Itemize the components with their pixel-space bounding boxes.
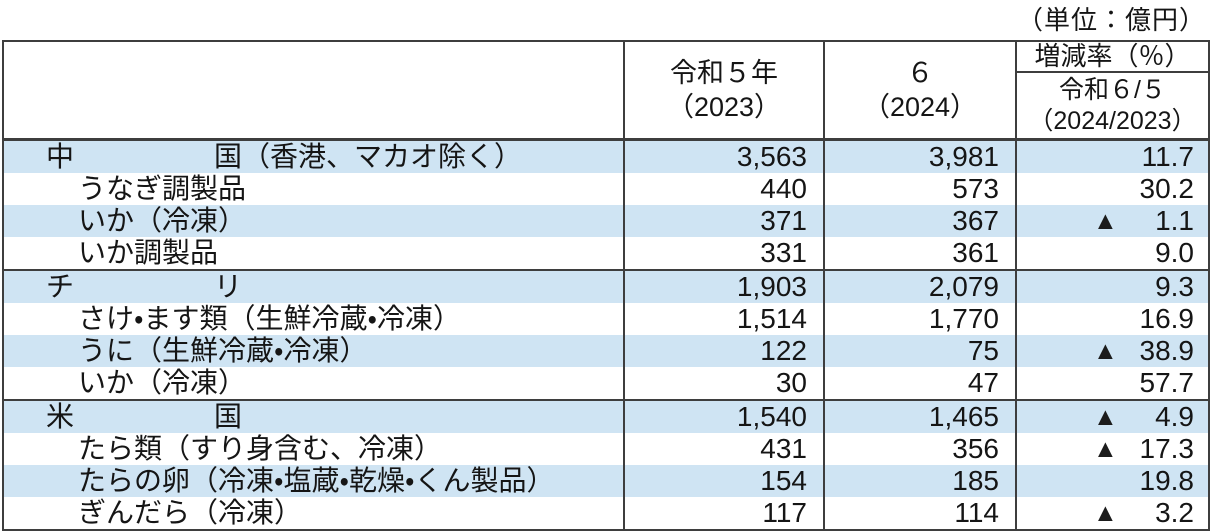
row-item-name: ぎんだら（冷凍） (78, 497, 303, 528)
decrease-triangle-icon: ▲ (1093, 337, 1118, 365)
row-value-2023: 1,514 (623, 303, 824, 335)
table-row: さけ・ます類（生鮮冷蔵・冷凍） 1,514 1,770 ▲ 16.9 (3, 303, 1209, 335)
row-change-rate: ▲ 19.8 (1015, 465, 1209, 497)
header-year-2023-western: （2023） (666, 92, 782, 122)
row-change-rate-value: 11.7 (1141, 141, 1194, 172)
unit-label: （単位：億円） (1016, 5, 1206, 35)
table-row: うに（生鮮冷蔵・冷凍） 122 75 ▲ 38.9 (3, 335, 1209, 367)
header-year-2024: ６ （2024） (823, 41, 1016, 141)
table-header: 令和５年 （2023） ６ （2024） 増減率（％） 令和６/５ （2024/… (3, 41, 1209, 141)
row-change-rate-value: 19.8 (1139, 465, 1195, 496)
decrease-triangle-icon: ▲ (1093, 435, 1118, 463)
header-item-column (3, 41, 624, 141)
table-row: いか（冷凍） 30 47 ▲ 57.7 (3, 367, 1209, 400)
row-value-2024: 114 (823, 497, 1016, 530)
table-row: たら類（すり身含む、冷凍） 431 356 ▲ 17.3 (3, 433, 1209, 465)
row-change-rate-value: 57.7 (1139, 367, 1195, 398)
header-row: 令和５年 （2023） ６ （2024） 増減率（％） 令和６/５ （2024/… (3, 41, 1209, 141)
row-item-name: 米 国 (3, 399, 624, 433)
row-item-name: いか調製品 (78, 237, 219, 268)
header-year-2023: 令和５年 （2023） (623, 41, 824, 141)
table-body: 中 国（香港、マカオ除く） 3,563 3,981 ▲ 11.7 うなぎ調製品 … (3, 139, 1209, 530)
header-year-2023-era: 令和５年 (670, 58, 778, 88)
decrease-triangle-icon: ▲ (1093, 207, 1118, 235)
row-change-rate: ▲ 11.7 (1015, 139, 1209, 173)
row-item-name: たらの卵（冷凍・塩蔵・乾燥・くん製品） (3, 465, 624, 497)
row-change-rate-value: 30.2 (1139, 173, 1195, 204)
row-change-rate-value: 9.3 (1155, 271, 1194, 302)
row-change-rate: ▲ 1.1 (1015, 205, 1209, 237)
row-value-2024: 573 (823, 173, 1016, 205)
row-value-2023: 3,563 (623, 139, 824, 173)
row-change-rate: ▲ 3.2 (1015, 497, 1209, 530)
row-item-name: チ リ (3, 269, 624, 303)
decrease-triangle-icon: ▲ (1093, 499, 1118, 527)
table-row: 米 国 1,540 1,465 ▲ 4.9 (3, 399, 1209, 433)
table-row: いか調製品 331 361 ▲ 9.0 (3, 237, 1209, 270)
row-item-name: 中 国（香港、マカオ除く） (3, 139, 624, 173)
row-value-2023: 371 (623, 205, 824, 237)
row-change-rate-value: 3.2 (1155, 497, 1194, 528)
row-item-name: いか（冷凍） (78, 367, 247, 398)
row-value-2023: 440 (623, 173, 824, 205)
row-change-rate-value: 38.9 (1139, 335, 1195, 366)
header-year-2024-era: ６ (906, 58, 934, 88)
row-change-rate-value: 16.9 (1139, 303, 1195, 334)
decrease-triangle-icon: ▲ (1093, 403, 1118, 431)
row-value-2024: 185 (823, 465, 1016, 497)
row-change-rate-value: 17.3 (1139, 433, 1195, 464)
table-row: いか（冷凍） 371 367 ▲ 1.1 (3, 205, 1209, 237)
table-row: うなぎ調製品 440 573 ▲ 30.2 (3, 173, 1209, 205)
row-value-2024: 3,981 (823, 139, 1016, 173)
row-value-2023: 1,540 (623, 399, 824, 433)
row-change-rate-value: 4.9 (1155, 401, 1194, 432)
import-value-table: 令和５年 （2023） ６ （2024） 増減率（％） 令和６/５ （2024/… (2, 40, 1210, 531)
row-value-2024: 2,079 (823, 269, 1016, 303)
row-item-name: いか（冷凍） (3, 205, 624, 237)
row-value-2024: 367 (823, 205, 1016, 237)
row-value-2023: 331 (623, 237, 824, 270)
row-change-rate: ▲ 30.2 (1015, 173, 1209, 205)
row-value-2024: 1,770 (823, 303, 1016, 335)
row-item-name: たら類（すり身含む、冷凍） (78, 433, 443, 464)
row-change-rate: ▲ 9.3 (1015, 269, 1209, 303)
row-change-rate: ▲ 9.0 (1015, 237, 1209, 270)
row-value-2023: 122 (623, 335, 824, 367)
row-change-rate: ▲ 17.3 (1015, 433, 1209, 465)
row-value-2023: 30 (623, 367, 824, 400)
row-change-rate: ▲ 4.9 (1015, 399, 1209, 433)
row-change-rate: ▲ 38.9 (1015, 335, 1209, 367)
row-value-2023: 117 (623, 497, 824, 530)
header-change-rate-years: （2024/2023） (1028, 106, 1197, 135)
table-row: たらの卵（冷凍・塩蔵・乾燥・くん製品） 154 185 ▲ 19.8 (3, 465, 1209, 497)
row-value-2024: 361 (823, 237, 1016, 270)
row-item-name: うなぎ調製品 (78, 173, 247, 204)
row-change-rate-value: 1.1 (1155, 205, 1194, 236)
row-value-2024: 1,465 (823, 399, 1016, 433)
row-value-2023: 154 (623, 465, 824, 497)
table-row: チ リ 1,903 2,079 ▲ 9.3 (3, 269, 1209, 303)
row-change-rate: ▲ 16.9 (1015, 303, 1209, 335)
row-change-rate-value: 9.0 (1155, 237, 1194, 268)
row-change-rate: ▲ 57.7 (1015, 367, 1209, 400)
table-row: 中 国（香港、マカオ除く） 3,563 3,981 ▲ 11.7 (3, 139, 1209, 173)
table-row: ぎんだら（冷凍） 117 114 ▲ 3.2 (3, 497, 1209, 530)
row-value-2024: 47 (823, 367, 1016, 400)
row-value-2023: 1,903 (623, 269, 824, 303)
row-item-name: さけ・ます類（生鮮冷蔵・冷凍） (78, 303, 462, 334)
header-change-rate-ratio: 令和６/５ (1059, 75, 1166, 104)
row-value-2023: 431 (623, 433, 824, 465)
header-year-2024-western: （2024） (862, 92, 978, 122)
row-item-name: うに（生鮮冷蔵・冷凍） (3, 335, 624, 367)
row-value-2024: 356 (823, 433, 1016, 465)
header-change-rate-title: 増減率（％） (1017, 42, 1208, 73)
header-change-rate: 増減率（％） 令和６/５ （2024/2023） (1015, 41, 1209, 141)
row-value-2024: 75 (823, 335, 1016, 367)
